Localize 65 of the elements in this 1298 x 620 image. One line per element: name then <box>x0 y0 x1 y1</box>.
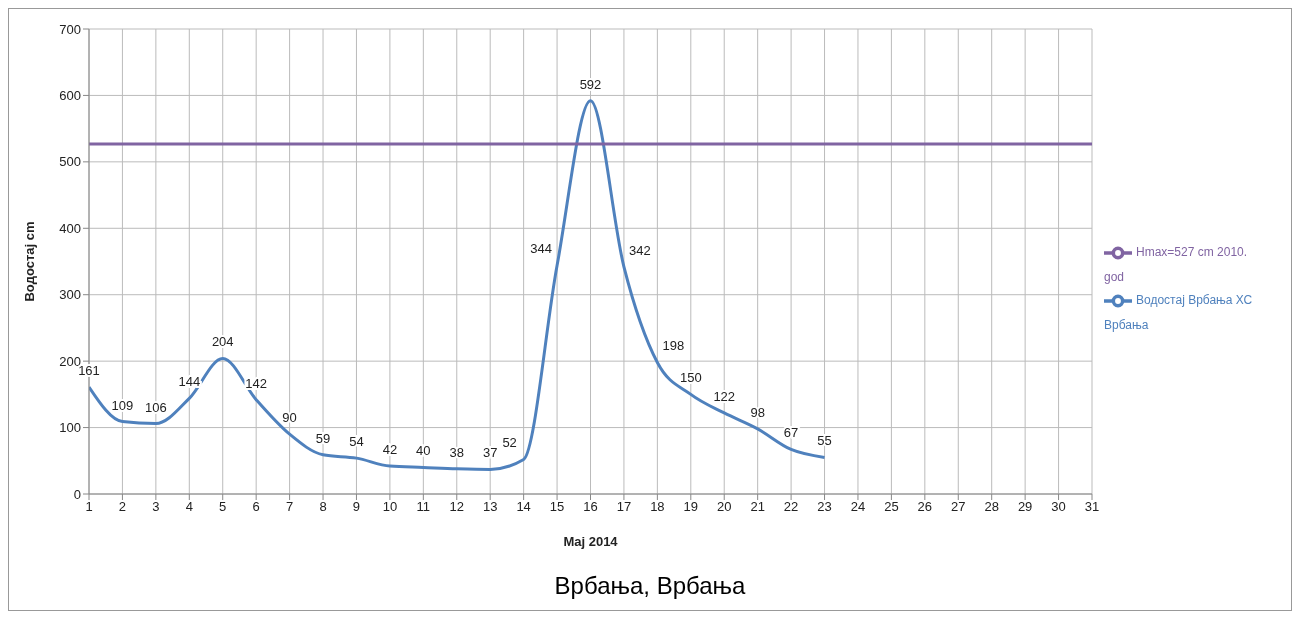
x-tick-label: 24 <box>850 499 866 515</box>
x-tick-label: 25 <box>884 499 899 515</box>
x-tick-label: 2 <box>118 499 127 515</box>
x-tick-label: 15 <box>549 499 565 515</box>
x-tick-label: 19 <box>683 499 699 515</box>
x-tick-label: 18 <box>650 499 665 515</box>
x-tick-label: 1 <box>85 499 93 515</box>
text: Hmax=527 cm 2010. god <box>1104 244 1248 284</box>
x-tick-label: 10 <box>382 499 398 515</box>
x-axis-title: Maj 2014 <box>563 534 619 549</box>
y-tick-label: 300 <box>59 287 81 303</box>
x-tick-label: 29 <box>1017 499 1033 515</box>
y-tick-label: 200 <box>59 353 81 369</box>
x-tick-label: 16 <box>583 499 598 515</box>
x-tick-label: 20 <box>717 499 732 515</box>
x-tick-label: 23 <box>817 499 832 515</box>
x-tick-label: 8 <box>319 499 327 515</box>
x-tick-label: 30 <box>1051 499 1066 515</box>
data-label: 55 <box>817 433 832 449</box>
x-tick-label: 28 <box>984 499 999 515</box>
x-tick-label: 4 <box>185 499 193 515</box>
x-tick-label: 5 <box>219 499 227 515</box>
x-tick-label: 6 <box>252 499 260 515</box>
data-label: 204 <box>211 334 234 350</box>
x-tick-label: 3 <box>152 499 160 515</box>
y-tick-label: 500 <box>59 154 81 170</box>
x-tick-label: 31 <box>1084 499 1100 515</box>
data-label: 344 <box>530 241 552 257</box>
x-tick-label: 22 <box>783 499 799 515</box>
y-axis-title: Водостај cm <box>21 221 37 302</box>
x-tick-label: 21 <box>750 499 765 515</box>
data-label: 42 <box>382 442 398 458</box>
x-tick-label: 27 <box>951 499 966 515</box>
x-tick-label: 9 <box>352 499 361 515</box>
data-label: 198 <box>662 338 685 354</box>
x-tick-label: 13 <box>482 499 498 515</box>
data-label: 40 <box>416 443 431 459</box>
data-label: 106 <box>145 399 167 415</box>
x-tick-label: 17 <box>616 499 632 515</box>
data-label: 38 <box>449 444 464 460</box>
data-label: 109 <box>111 397 134 413</box>
x-tick-label: 14 <box>516 499 531 515</box>
x-tick-label: 26 <box>917 499 933 515</box>
data-label: 142 <box>245 375 268 391</box>
x-tick-label: 11 <box>416 499 431 515</box>
data-label: 342 <box>629 242 651 258</box>
y-tick-label: 700 <box>59 21 81 37</box>
data-label: 122 <box>713 388 736 404</box>
data-label: 59 <box>315 430 331 446</box>
y-tick-label: 400 <box>59 220 81 236</box>
y-tick-label: 100 <box>59 420 81 436</box>
data-label: 144 <box>178 374 201 390</box>
data-label: 90 <box>282 410 297 426</box>
data-label: 150 <box>679 370 702 386</box>
data-label: 98 <box>750 404 765 420</box>
data-label: 37 <box>482 445 498 461</box>
data-label: 67 <box>783 425 799 441</box>
y-tick-label: 600 <box>59 88 81 104</box>
text: Врбања, Врбања <box>553 571 747 601</box>
data-label: 52 <box>502 435 517 451</box>
data-label: 592 <box>579 76 602 92</box>
x-tick-label: 7 <box>285 499 294 515</box>
y-tick-label: 0 <box>73 486 81 502</box>
x-tick-label: 12 <box>449 499 464 515</box>
data-label: 54 <box>349 434 364 450</box>
